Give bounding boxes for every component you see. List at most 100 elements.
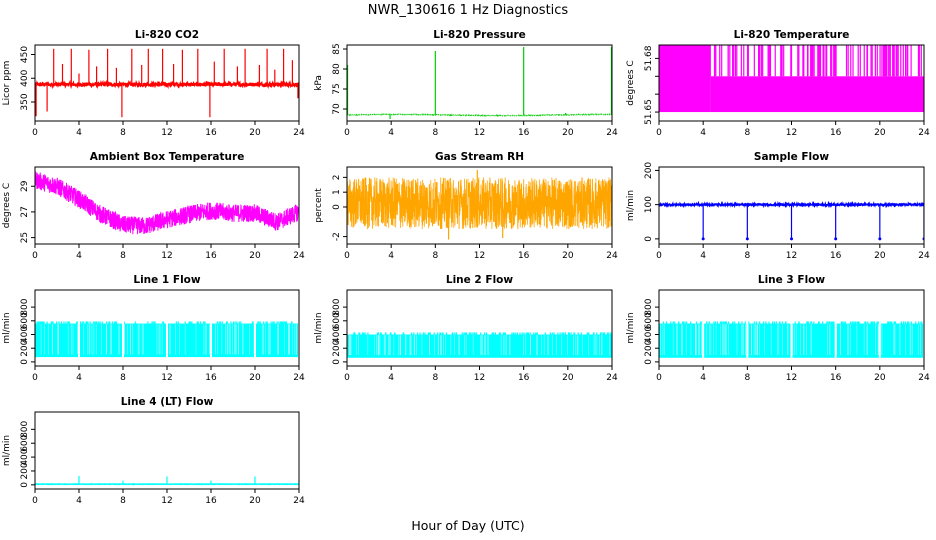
y-tick-label: 0: [332, 359, 342, 365]
x-tick-label: 0: [656, 373, 662, 383]
series-9: [659, 290, 924, 366]
y-axis-label: ml/min: [314, 312, 324, 343]
x-tick-label: 24: [293, 496, 305, 506]
y-tick-label: 400: [644, 326, 654, 343]
x-tick-label: 24: [293, 251, 305, 261]
y-tick-label: 450: [20, 46, 30, 63]
flow-gap: [166, 290, 168, 366]
x-tick-label: 12: [474, 128, 485, 138]
series-7: [35, 290, 299, 366]
x-tick-label: 4: [388, 373, 394, 383]
x-tick-label: 24: [606, 128, 618, 138]
y-axis-label: kPa: [314, 75, 324, 91]
y-tick-label: 0: [20, 482, 30, 488]
x-tick-label: 16: [830, 373, 842, 383]
panel-title: Line 4 (LT) Flow: [121, 396, 214, 408]
series-2: [347, 47, 612, 119]
panel-title: Li-820 Pressure: [433, 29, 526, 41]
x-tick-label: 4: [700, 128, 706, 138]
y-axis-label: ml/min: [626, 312, 636, 343]
x-tick-label: 24: [606, 251, 618, 261]
panel-2: Li-820 Pressure kPa 0 4 8 12 16 20 24 70 75 80 85: [314, 29, 618, 138]
x-tick-label: 20: [874, 373, 886, 383]
figure-x-axis-label: Hour of Day (UTC): [411, 518, 524, 533]
panel-title: Li-820 CO2: [135, 29, 199, 41]
panel-8: Line 2 Flow ml/min 0 4 8 12 16 20 24 0 20040060080…: [314, 274, 618, 383]
x-tick-label: 0: [656, 128, 662, 138]
y-tick-label: 80: [332, 63, 342, 75]
y-tick-label: 200: [20, 462, 30, 479]
x-tick-label: 16: [518, 251, 530, 261]
y-tick-label: 100: [644, 196, 654, 213]
x-tick-label: 8: [432, 373, 438, 383]
x-tick-label: 24: [918, 128, 930, 138]
y-tick-label: 2: [332, 174, 342, 180]
y-tick-label: 0: [20, 359, 30, 365]
plot-frame: [34, 166, 300, 245]
x-tick-label: 12: [161, 373, 172, 383]
series-5: [347, 169, 612, 240]
x-tick-label: 16: [205, 128, 217, 138]
x-tick-label: 24: [918, 251, 930, 261]
sample-flow-dip-point: [878, 237, 882, 241]
sample-flow-dip-point: [790, 237, 793, 241]
flow-gap: [122, 290, 124, 366]
y-tick-label: 200: [644, 339, 654, 356]
x-tick-label: 8: [432, 251, 438, 261]
flow-band: [347, 334, 612, 358]
x-tick-label: 8: [744, 373, 750, 383]
x-tick-label: 16: [205, 496, 217, 506]
flow-gap: [78, 290, 80, 366]
y-axis-label: degrees C: [626, 60, 636, 105]
x-tick-label: 20: [562, 251, 574, 261]
x-tick-label: 4: [700, 373, 706, 383]
panel-title: Line 2 Flow: [446, 274, 513, 286]
y-tick-label: 51.68: [644, 45, 654, 71]
x-tick-label: 8: [120, 251, 126, 261]
x-tick-label: 24: [606, 373, 618, 383]
panel-10: Line 4 (LT) Flow ml/min 0 4 8 12 16 20 24 0 200400…: [2, 396, 305, 506]
x-tick-label: 24: [918, 373, 930, 383]
temperature-block: [659, 45, 711, 113]
flow-gap: [210, 290, 212, 366]
x-tick-label: 0: [344, 373, 350, 383]
y-tick-label: -2: [332, 232, 342, 241]
y-tick-label: 1: [332, 189, 342, 195]
y-tick-label: 85: [332, 43, 342, 54]
plot-frame: [346, 44, 613, 122]
x-tick-label: 4: [388, 128, 394, 138]
y-tick-label: 25: [20, 232, 30, 243]
y-tick-label: 75: [332, 83, 342, 94]
flow-gap: [834, 290, 837, 366]
x-tick-label: 16: [518, 128, 530, 138]
y-tick-label: 800: [20, 420, 30, 437]
panel-6: Sample Flow ml/min 0 4 8 12 16 20 24 0 100 200: [626, 151, 930, 261]
x-tick-label: 4: [76, 496, 82, 506]
y-axis-label: Licor ppm: [2, 61, 12, 106]
x-tick-label: 0: [344, 251, 350, 261]
x-tick-label: 12: [474, 251, 485, 261]
x-tick-label: 16: [830, 128, 842, 138]
y-axis-label: ml/min: [626, 190, 636, 221]
x-tick-label: 4: [76, 128, 82, 138]
panel-7: Line 1 Flow ml/min 0 4 8 12 16 20 24 0 20040060080…: [2, 274, 305, 383]
x-tick-label: 20: [874, 128, 886, 138]
x-tick-label: 20: [562, 128, 574, 138]
x-tick-label: 16: [205, 251, 217, 261]
series-3: [659, 45, 924, 113]
y-tick-label: 200: [332, 339, 342, 356]
y-tick-label: 600: [20, 434, 30, 451]
series-6: [659, 200, 924, 241]
y-tick-label: 200: [644, 162, 654, 179]
x-tick-label: 0: [32, 373, 38, 383]
ambient-trace: [35, 170, 299, 235]
y-tick-label: 0: [332, 204, 342, 210]
x-tick-label: 12: [474, 373, 485, 383]
x-tick-label: 12: [161, 496, 172, 506]
x-tick-label: 24: [293, 373, 305, 383]
panel-1: Li-820 CO2 Licor ppm 0 4 8 12 16 20 24 350 400 450: [2, 29, 305, 138]
x-tick-label: 20: [562, 373, 574, 383]
y-tick-label: 400: [20, 448, 30, 465]
y-tick-label: 27: [20, 206, 30, 217]
